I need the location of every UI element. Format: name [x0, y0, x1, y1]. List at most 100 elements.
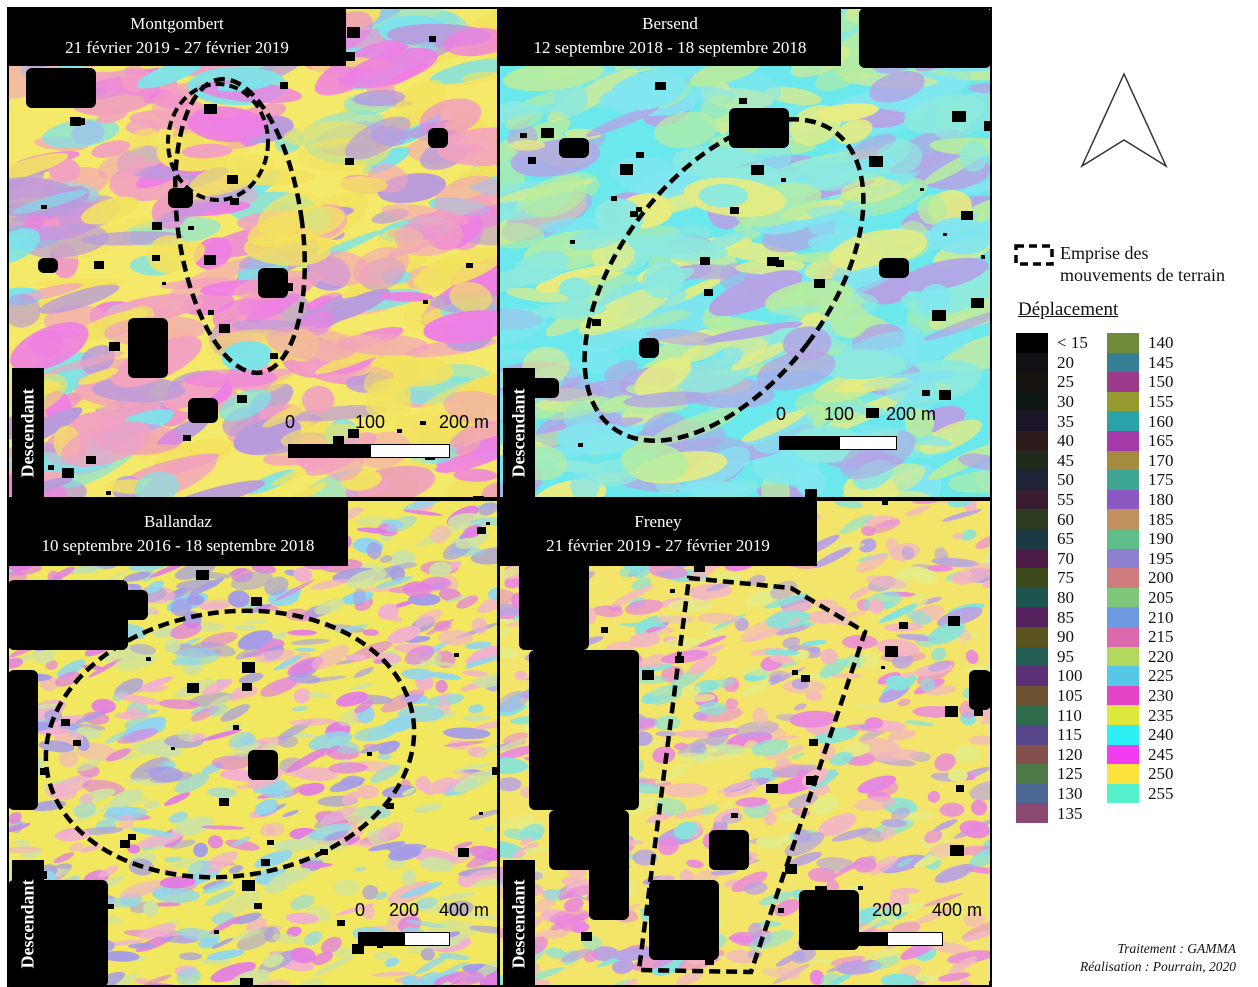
legend-item: 245: [1107, 744, 1174, 765]
legend-swatch: [1016, 450, 1048, 471]
legend-item: 155: [1107, 391, 1174, 412]
legend-item: 130: [1016, 783, 1083, 804]
map-panel-montgombert: Montgombert 21 février 2019 - 27 février…: [8, 8, 498, 498]
legend-item: 180: [1107, 489, 1174, 510]
legend-item: 200: [1107, 568, 1174, 588]
legend-label: 115: [1057, 725, 1082, 745]
legend-label: 65: [1057, 529, 1074, 549]
north-arrow-icon: [1080, 72, 1168, 168]
site-name: Ballandaz: [144, 512, 212, 531]
legend-item: < 15: [1016, 333, 1088, 353]
legend-item: 250: [1107, 764, 1174, 784]
legend-label: 200: [1148, 568, 1174, 588]
movement-outline-montgombert: [166, 76, 308, 376]
legend-swatch: [1016, 685, 1048, 706]
legend-label: 25: [1057, 372, 1074, 392]
legend-label: 35: [1057, 411, 1074, 431]
legend-label: 55: [1057, 490, 1074, 510]
legend-label: 80: [1057, 588, 1074, 608]
legend-swatch: [1107, 607, 1139, 627]
legend-swatch: [1016, 470, 1048, 490]
legend-swatch: [1107, 705, 1139, 725]
legend-swatch: [1107, 333, 1139, 353]
legend-item: 160: [1107, 411, 1174, 431]
movement-outline-bersend: [582, 117, 866, 443]
movement-outline-ballandaz: [43, 608, 417, 880]
legend-swatch: [1016, 529, 1048, 549]
legend-swatch: [1016, 607, 1048, 627]
legend-item: 100: [1016, 666, 1083, 686]
legend-item: 80: [1016, 587, 1074, 608]
legend-swatch: [1016, 372, 1048, 392]
legend-item: 170: [1107, 450, 1174, 471]
legend-label: 145: [1148, 352, 1174, 372]
map-panel-freney: Freney 21 février 2019 - 27 février 2019…: [499, 500, 991, 987]
credit-author: Réalisation : Pourrain, 2020: [1080, 959, 1236, 974]
legend-item: 55: [1016, 489, 1074, 510]
legend-item: 60: [1016, 509, 1074, 529]
date-range: 10 septembre 2016 - 18 septembre 2018: [41, 536, 315, 555]
legend-swatch: [1107, 431, 1139, 451]
legend-swatch: [1107, 450, 1139, 471]
legend-swatch: [1107, 548, 1139, 569]
legend-label: 100: [1057, 666, 1083, 686]
legend-item: 85: [1016, 607, 1074, 627]
legend-swatch: [1016, 411, 1048, 431]
legend-item: 30: [1016, 391, 1074, 412]
scale-bar: 0 200 400 m: [355, 900, 496, 950]
legend-item: 235: [1107, 705, 1174, 725]
panel-title-montgombert: Montgombert 21 février 2019 - 27 février…: [8, 8, 346, 66]
legend-item: 175: [1107, 470, 1174, 490]
legend-label: 210: [1148, 607, 1174, 627]
legend-label: 130: [1057, 784, 1083, 804]
legend-item: 40: [1016, 431, 1074, 451]
panel-title-bersend: Bersend 12 septembre 2018 - 18 septembre…: [499, 8, 841, 66]
legend-label: 240: [1148, 725, 1174, 745]
legend-swatch: [1016, 568, 1048, 588]
legend-label: 235: [1148, 705, 1174, 725]
legend-item: 120: [1016, 744, 1083, 765]
legend-label: 95: [1057, 646, 1074, 666]
legend-label: 165: [1148, 431, 1174, 451]
legend-swatch: [1016, 666, 1048, 686]
interferogram-bersend: [499, 8, 991, 498]
site-name: Montgombert: [130, 14, 224, 33]
legend-label: 70: [1057, 548, 1074, 568]
legend-label: 225: [1148, 666, 1174, 686]
outline-legend-icon: [1014, 244, 1054, 266]
legend-label: 50: [1057, 470, 1074, 490]
legend-item: 240: [1107, 725, 1174, 745]
legend-swatch: [1016, 764, 1048, 784]
legend-label: 250: [1148, 764, 1174, 784]
map-panel-bersend: Bersend 12 septembre 2018 - 18 septembre…: [499, 8, 991, 498]
legend-label: 20: [1057, 352, 1074, 372]
legend-swatch: [1107, 783, 1139, 804]
scale-bar: 0 200 400 m: [828, 900, 989, 950]
interferogram-montgombert: [8, 8, 498, 498]
legend-swatch: [1107, 470, 1139, 490]
legend-item: 125: [1016, 764, 1083, 784]
legend-item: 185: [1107, 509, 1174, 529]
outline-legend-label: Emprise des mouvements de terrain: [1060, 243, 1225, 285]
legend-label: 120: [1057, 744, 1083, 764]
legend-swatch: [1016, 391, 1048, 412]
legend-swatch: [1016, 803, 1048, 823]
legend-label: 215: [1148, 627, 1174, 647]
legend-item: 255: [1107, 783, 1174, 804]
legend-label: 75: [1057, 568, 1074, 588]
legend-item: 195: [1107, 548, 1174, 569]
legend-swatch: [1107, 666, 1139, 686]
legend-swatch: [1016, 783, 1048, 804]
orbit-label: Descendant: [12, 368, 44, 498]
legend-swatch: [1107, 764, 1139, 784]
legend-swatch: [1016, 744, 1048, 765]
legend-item: 35: [1016, 411, 1074, 431]
legend-label: 110: [1057, 705, 1082, 725]
legend-label: < 15: [1057, 333, 1088, 353]
legend-item: 65: [1016, 529, 1074, 549]
legend-label: 135: [1057, 803, 1083, 823]
legend-item: 190: [1107, 529, 1174, 549]
legend-item: 25: [1016, 372, 1074, 392]
legend-label: 85: [1057, 607, 1074, 627]
legend-swatch: [1016, 705, 1048, 725]
